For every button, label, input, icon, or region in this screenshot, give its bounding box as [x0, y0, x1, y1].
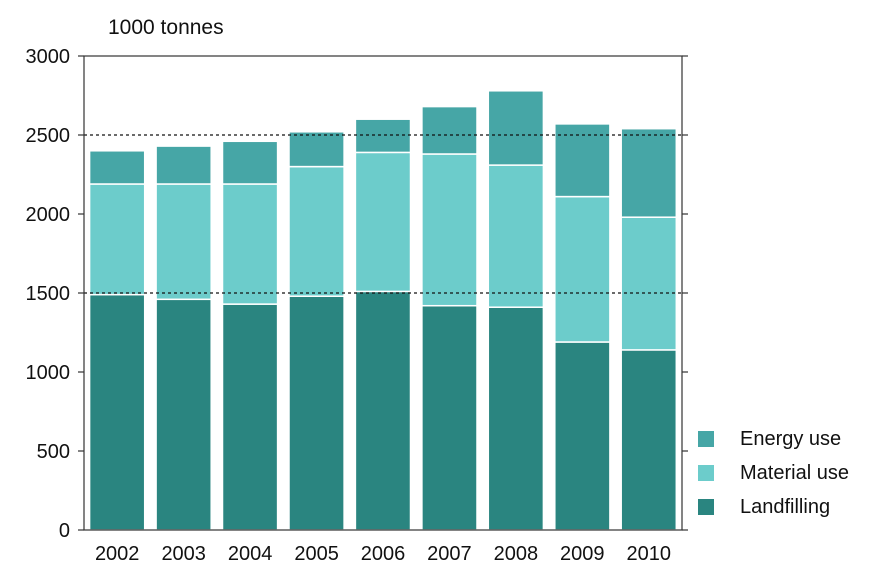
- legend-label-landfilling: Landfilling: [740, 495, 831, 518]
- legend-label-material: Material use: [740, 461, 849, 484]
- bar-energy-use-2005: [288, 131, 345, 168]
- bar-landfilling-2007: [421, 304, 478, 531]
- y-tick-label-0: 0: [59, 520, 70, 542]
- x-tick-label-2007: 2007: [427, 543, 472, 564]
- bar-landfilling-2008: [487, 306, 545, 531]
- x-axis: 2002 2003 2004 2005 2006 2007 2008 2009 2010: [95, 543, 671, 564]
- bar-material-use-2007: [421, 153, 478, 307]
- bar-energy-use-2003: [155, 145, 212, 185]
- bar-material-use-2005: [288, 165, 345, 297]
- bar-material-use-2002: [88, 183, 146, 296]
- legend-item-material: Material use: [698, 456, 849, 490]
- x-tick-label-2002: 2002: [95, 543, 140, 564]
- legend-swatch-landfilling: [698, 499, 714, 515]
- bar-material-use-2008: [487, 164, 545, 308]
- y-tick-label-3000: 3000: [26, 46, 71, 68]
- y-tick-label-1500: 1500: [26, 283, 71, 305]
- bar-material-use-2006: [354, 151, 412, 293]
- bars-group: [88, 90, 678, 531]
- x-tick-label-2009: 2009: [560, 543, 605, 564]
- y-tick-label-2500: 2500: [26, 125, 71, 147]
- bar-energy-use-2010: [620, 127, 678, 218]
- bar-landfilling-2004: [221, 303, 279, 531]
- legend: Energy use Material use Landfilling: [698, 422, 849, 524]
- bar-energy-use-2004: [221, 140, 279, 185]
- bar-energy-use-2008: [487, 90, 545, 166]
- y-tick-label-500: 500: [37, 441, 70, 463]
- y-unit-label: 1000 tonnes: [108, 16, 224, 39]
- bar-material-use-2010: [620, 216, 678, 351]
- bar-landfilling-2002: [88, 293, 146, 531]
- reference-lines: [84, 134, 682, 294]
- x-tick-label-2008: 2008: [494, 543, 539, 564]
- bar-material-use-2009: [554, 195, 611, 343]
- bar-energy-use-2006: [354, 118, 412, 154]
- x-tick-label-2005: 2005: [294, 543, 339, 564]
- legend-item-energy: Energy use: [698, 422, 849, 456]
- legend-swatch-energy: [698, 431, 714, 447]
- x-tick-label-2006: 2006: [361, 543, 406, 564]
- y-tick-label-1000: 1000: [26, 362, 71, 384]
- bar-material-use-2004: [221, 183, 279, 305]
- x-tick-label-2003: 2003: [161, 543, 206, 564]
- bar-landfilling-2010: [620, 349, 678, 531]
- bar-energy-use-2009: [554, 123, 611, 198]
- bar-landfilling-2009: [554, 341, 611, 531]
- x-tick-label-2010: 2010: [627, 543, 672, 564]
- y-axis: 0 500 1000 1500 2000 2500 3000: [26, 46, 688, 542]
- bar-energy-use-2002: [88, 150, 146, 185]
- bar-landfilling-2003: [155, 298, 212, 531]
- legend-swatch-material: [698, 465, 714, 481]
- bar-landfilling-2005: [288, 295, 345, 531]
- y-tick-label-2000: 2000: [26, 204, 71, 226]
- x-tick-label-2004: 2004: [228, 543, 273, 564]
- legend-label-energy: Energy use: [740, 427, 842, 450]
- bar-material-use-2003: [155, 183, 212, 301]
- bar-landfilling-2006: [354, 290, 412, 531]
- bar-energy-use-2007: [421, 105, 478, 155]
- legend-item-landfilling: Landfilling: [698, 490, 849, 524]
